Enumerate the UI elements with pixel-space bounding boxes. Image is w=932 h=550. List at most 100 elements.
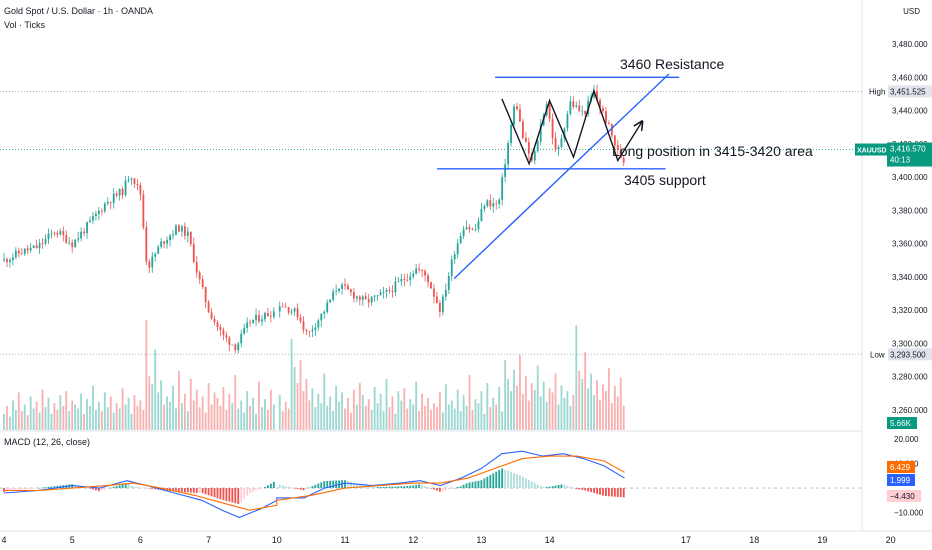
candle[interactable] <box>272 307 275 320</box>
candle[interactable] <box>326 299 329 314</box>
candle[interactable] <box>412 270 415 279</box>
candle[interactable] <box>305 328 308 336</box>
candle[interactable] <box>338 288 340 294</box>
candle[interactable] <box>11 253 14 266</box>
candle[interactable] <box>352 288 355 303</box>
candle[interactable] <box>228 336 231 352</box>
macd-pane[interactable] <box>3 450 625 519</box>
candle[interactable] <box>519 104 521 122</box>
candle[interactable] <box>524 131 527 143</box>
candle[interactable] <box>97 206 100 221</box>
candle[interactable] <box>41 238 44 249</box>
candle[interactable] <box>450 255 453 282</box>
candle[interactable] <box>332 288 335 302</box>
candle[interactable] <box>430 281 432 289</box>
candle[interactable] <box>293 307 296 316</box>
candle[interactable] <box>456 239 459 259</box>
candle[interactable] <box>44 234 47 246</box>
candle[interactable] <box>6 257 8 268</box>
candle[interactable] <box>323 310 326 319</box>
time-axis[interactable]: 4 5 6 7 10 11 12 13 14 17 18 19 20 <box>1 535 895 545</box>
candle[interactable] <box>252 319 254 325</box>
candle[interactable] <box>560 134 563 149</box>
candle[interactable] <box>388 286 391 294</box>
candle[interactable] <box>602 104 604 114</box>
candle[interactable] <box>92 211 94 225</box>
candle[interactable] <box>427 272 429 288</box>
candle[interactable] <box>441 293 444 316</box>
candle[interactable] <box>204 286 207 309</box>
candle[interactable] <box>284 303 287 308</box>
candle[interactable] <box>23 248 26 256</box>
candle[interactable] <box>438 299 441 318</box>
candle[interactable] <box>172 230 174 240</box>
candle[interactable] <box>350 288 352 297</box>
candle[interactable] <box>290 308 293 316</box>
candle[interactable] <box>397 277 400 283</box>
signal-line[interactable] <box>4 455 625 511</box>
candle[interactable] <box>213 315 216 326</box>
candle[interactable] <box>195 255 198 278</box>
candle[interactable] <box>361 294 364 306</box>
candle[interactable] <box>379 289 382 296</box>
candle[interactable] <box>376 294 379 301</box>
candle[interactable] <box>124 176 127 198</box>
candle[interactable] <box>240 329 243 348</box>
candle[interactable] <box>56 230 59 238</box>
candle[interactable] <box>74 239 77 248</box>
candle[interactable] <box>157 244 160 255</box>
candle[interactable] <box>575 101 578 109</box>
candle[interactable] <box>133 177 136 188</box>
symbol-title[interactable]: Gold Spot / U.S. Dollar · 1h · OANDA <box>4 6 154 16</box>
candle[interactable] <box>264 311 266 323</box>
candle[interactable] <box>329 299 332 303</box>
candle[interactable] <box>551 113 554 145</box>
candle[interactable] <box>492 197 495 213</box>
candle[interactable] <box>198 270 201 285</box>
candle[interactable] <box>9 257 11 268</box>
candle[interactable] <box>103 201 106 214</box>
candle[interactable] <box>89 216 91 223</box>
price-axis[interactable]: 3,480.0003,460.0003,440.0003,420.0003,40… <box>855 40 932 518</box>
candle[interactable] <box>192 237 195 264</box>
candle[interactable] <box>406 273 409 282</box>
candle[interactable] <box>447 272 450 294</box>
candle[interactable] <box>77 231 80 243</box>
candle[interactable] <box>616 139 619 157</box>
candle[interactable] <box>394 276 397 297</box>
candle[interactable] <box>115 191 118 198</box>
candle[interactable] <box>409 271 412 286</box>
candle[interactable] <box>533 146 536 165</box>
candle[interactable] <box>459 232 462 244</box>
candle[interactable] <box>599 97 601 115</box>
trendline[interactable] <box>453 73 670 280</box>
candle[interactable] <box>498 197 501 209</box>
candle[interactable] <box>483 203 486 213</box>
candle[interactable] <box>521 118 524 140</box>
candle[interactable] <box>121 186 124 200</box>
candle[interactable] <box>38 238 41 254</box>
candle[interactable] <box>35 239 38 249</box>
candle[interactable] <box>231 344 234 346</box>
candle[interactable] <box>418 263 421 274</box>
macd-legend[interactable]: MACD (12, 26, close) <box>4 437 91 447</box>
candle[interactable] <box>507 140 510 170</box>
candle[interactable] <box>246 317 249 333</box>
candle[interactable] <box>433 283 435 304</box>
candle[interactable] <box>68 237 71 246</box>
candle[interactable] <box>607 120 610 125</box>
candle[interactable] <box>308 331 311 338</box>
candle[interactable] <box>296 303 299 321</box>
candle[interactable] <box>367 294 370 308</box>
projection-arrow[interactable] <box>501 88 642 166</box>
candle[interactable] <box>136 179 139 191</box>
candle[interactable] <box>554 132 557 152</box>
candle[interactable] <box>510 119 512 147</box>
candle[interactable] <box>335 284 338 296</box>
candle[interactable] <box>258 310 260 324</box>
candle[interactable] <box>142 190 145 230</box>
candle[interactable] <box>139 182 142 201</box>
candle[interactable] <box>112 187 115 209</box>
candle[interactable] <box>186 226 189 243</box>
candle[interactable] <box>65 230 68 245</box>
